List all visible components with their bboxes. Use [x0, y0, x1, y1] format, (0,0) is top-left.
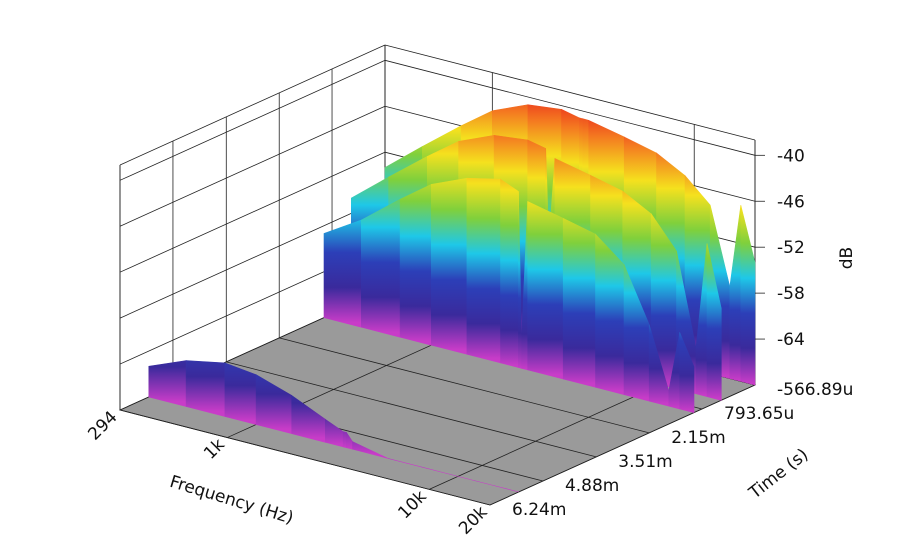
x-tick-label: 294 [84, 407, 121, 444]
grid-line [384, 59, 756, 156]
surface-segment [500, 178, 519, 368]
grid-line [119, 105, 386, 227]
grid-line [119, 409, 491, 506]
x-tick-label: 1k [200, 435, 229, 464]
surface-segment [679, 332, 695, 413]
surface-segment [352, 441, 389, 459]
grid-line [489, 384, 756, 506]
y-tick-label: 793.65u [724, 404, 794, 424]
surface-segment [360, 198, 401, 338]
grid-line [119, 59, 386, 181]
grid-line [119, 197, 386, 319]
y-axis-title: Time (s) [745, 445, 813, 504]
grid-line [119, 151, 386, 273]
y-tick-label: 4.88m [565, 476, 619, 496]
surface-segment [430, 177, 468, 355]
z-tick-label: -64 [777, 330, 805, 350]
x-tick-label: 10k [394, 487, 431, 524]
y-tick-label: 2.15m [671, 428, 725, 448]
surface-segment [729, 205, 742, 382]
surface-segment [323, 219, 362, 328]
frame-edge [119, 44, 386, 166]
surface-segment [399, 183, 432, 346]
z-axis-title: dB [837, 247, 857, 269]
y-tick-label: 3.51m [618, 452, 672, 472]
z-tick-label: -58 [777, 284, 805, 304]
surface-segment [740, 205, 756, 386]
x-axis-title: Frequency (Hz) [167, 472, 295, 529]
z-tick-label: -52 [777, 238, 805, 258]
y-tick-label: -566.89u [777, 380, 853, 400]
surface-segment [706, 243, 722, 401]
y-tick-label: 6.24m [512, 500, 566, 520]
surface-segment [562, 217, 596, 388]
grid-line [226, 361, 597, 458]
frame-edge [384, 44, 756, 141]
z-tick-label: -40 [777, 146, 805, 166]
z-tick-label: -46 [777, 192, 805, 212]
surface-segment [342, 431, 347, 449]
surface-segment [466, 177, 501, 364]
surface-segment [185, 360, 226, 417]
grid-line [279, 337, 650, 434]
surface-segment [527, 201, 564, 380]
surface-segment [504, 488, 519, 493]
x-tick-label: 20k [455, 502, 492, 539]
